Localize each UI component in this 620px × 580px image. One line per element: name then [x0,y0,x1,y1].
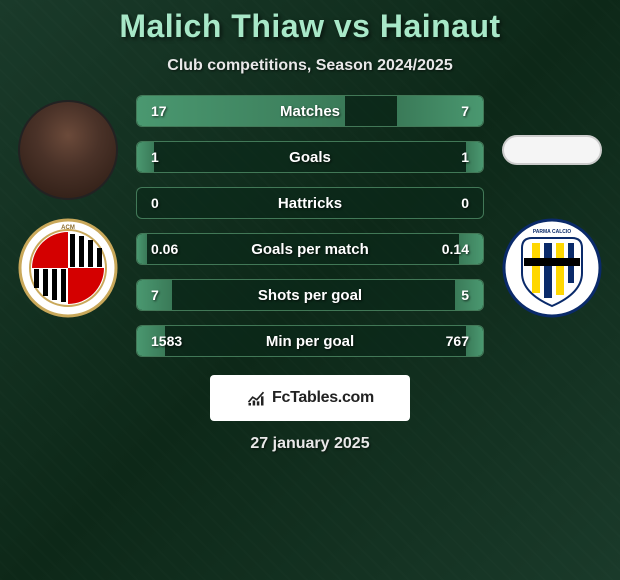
stat-bar-left [137,234,147,264]
player2-avatar [502,135,602,165]
stat-row: 1583 767 Min per goal [136,325,484,357]
page-title: Malich Thiaw vs Hainaut [0,8,620,45]
stat-label: Goals [289,149,331,166]
player1-avatar [18,100,118,200]
stat-row: 0.06 0.14 Goals per match [136,233,484,265]
stat-value-right: 767 [446,333,469,349]
stat-label: Shots per goal [258,287,362,304]
stat-value-left: 1 [151,149,159,165]
stat-value-right: 0 [461,195,469,211]
svg-text:ACM: ACM [61,225,75,231]
stat-value-left: 0.06 [151,241,178,257]
stat-value-right: 0.14 [442,241,469,257]
stat-label: Min per goal [266,333,354,350]
chart-icon [246,388,266,408]
stat-row: 1 1 Goals [136,141,484,173]
date-label: 27 january 2025 [0,435,620,453]
stats-column: 17 7 Matches 1 1 Goals 0 0 Hattricks 0.06 0.14 Goal… [128,95,492,357]
stat-bar-right [455,280,483,310]
stat-value-left: 1583 [151,333,182,349]
stat-value-right: 5 [461,287,469,303]
svg-text:PARMA CALCIO: PARMA CALCIO [533,229,571,235]
stat-row: 0 0 Hattricks [136,187,484,219]
stat-value-right: 7 [461,103,469,119]
stat-row: 7 5 Shots per goal [136,279,484,311]
comparison-area: ACM 17 7 Matches 1 1 Goals 0 0 Hattricks 0.06 0.14… [0,95,620,357]
stat-label: Hattricks [278,195,342,212]
stat-value-left: 17 [151,103,167,119]
stat-value-left: 0 [151,195,159,211]
player1-column: ACM [8,95,128,318]
subtitle: Club competitions, Season 2024/2025 [0,57,620,75]
stat-bar-right [397,96,484,126]
watermark-text: FcTables.com [272,389,374,407]
stat-label: Goals per match [251,241,369,258]
stat-row: 17 7 Matches [136,95,484,127]
player1-club-logo: ACM [18,218,118,318]
stat-label: Matches [280,103,340,120]
stat-value-right: 1 [461,149,469,165]
watermark-badge: FcTables.com [210,375,410,421]
player2-column: PARMA CALCIO [492,95,612,318]
player2-club-logo: PARMA CALCIO [502,218,602,318]
stat-value-left: 7 [151,287,159,303]
